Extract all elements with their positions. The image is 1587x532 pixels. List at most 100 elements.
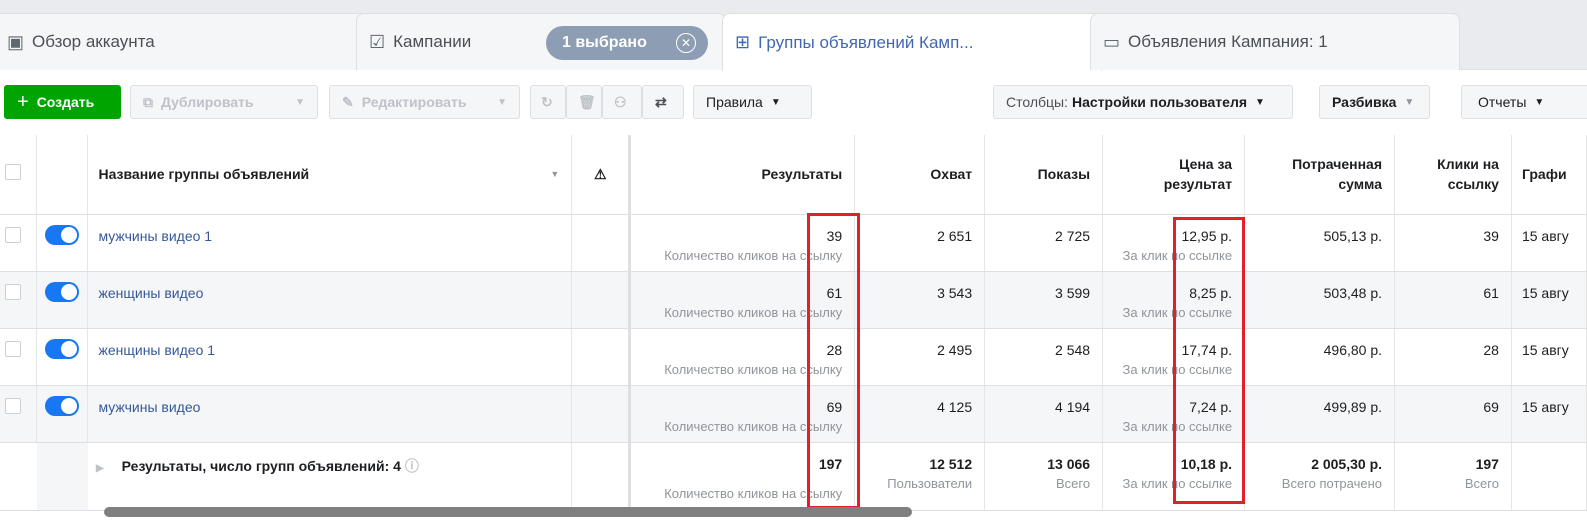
cost-subtitle: За клик по ссылке — [1122, 361, 1233, 377]
tab-bar: ▣ Обзор аккаунта ☑ Кампании 1 выбрано ✕ ⊞ Гр… — [0, 0, 1587, 71]
export-button[interactable]: ⇄ — [642, 85, 684, 119]
ads-icon: ▭ — [1103, 31, 1121, 52]
results-subtitle: Количество кликов на ссылку — [664, 418, 843, 434]
row-checkbox[interactable] — [5, 397, 21, 414]
pencil-icon: ✎ — [342, 93, 354, 110]
status-toggle[interactable] — [45, 395, 80, 416]
ad-set-name-link[interactable]: женщины видео — [98, 284, 204, 301]
table-row[interactable]: мужчины видео 1 39 Количество кликов на с… — [0, 214, 1587, 272]
column-header-spent[interactable]: Потраченная сумма — [1244, 135, 1396, 215]
cost-value: 17,74 р. — [1181, 341, 1233, 358]
clear-selection-icon[interactable]: ✕ — [676, 33, 696, 53]
select-all-checkbox[interactable] — [5, 163, 21, 180]
horizontal-scrollbar[interactable] — [104, 507, 912, 517]
account-overview-icon: ▣ — [7, 31, 25, 52]
reach-value: 2 495 — [854, 328, 986, 386]
table-row[interactable]: женщины видео 61 Количество кликов на ссы… — [0, 271, 1587, 329]
create-button[interactable]: + Создать — [4, 85, 121, 119]
highlight-cost-column — [1173, 217, 1245, 504]
column-header-impressions[interactable]: Показы — [984, 135, 1104, 215]
ad-set-name-link[interactable]: мужчины видео — [98, 398, 201, 415]
column-header-name[interactable]: Название группы объявлений ▼ — [87, 135, 573, 215]
schedule-value: 15 авгу — [1511, 385, 1587, 443]
export-icon: ⇄ — [655, 93, 667, 110]
edit-button[interactable]: ✎ Редактировать ▼ — [329, 85, 520, 119]
info-icon[interactable]: ⓘ — [404, 457, 419, 474]
breakdown-button[interactable]: Разбивка ▼ — [1319, 85, 1430, 119]
column-header-results[interactable]: Результаты — [629, 135, 856, 215]
reports-button[interactable]: Отчеты ▼ — [1461, 85, 1587, 119]
impressions-value: 3 599 — [984, 271, 1104, 329]
impressions-value: 2 725 — [984, 214, 1104, 272]
spent-value: 499,89 р. — [1244, 385, 1396, 443]
row-checkbox[interactable] — [5, 340, 21, 357]
reach-value: 3 543 — [854, 271, 986, 329]
spent-value: 503,48 р. — [1244, 271, 1396, 329]
cost-subtitle: За клик по ссылке — [1122, 418, 1233, 434]
column-header-schedule[interactable]: Графи — [1511, 135, 1587, 215]
highlight-results-column — [807, 213, 860, 509]
warning-icon: ⚠ — [571, 135, 632, 215]
tab-ads[interactable]: ▭ Объявления Кампания: 1 — [1090, 13, 1460, 70]
status-toggle[interactable] — [45, 338, 80, 359]
chevron-down-icon: ▼ — [497, 96, 507, 108]
row-checkbox[interactable] — [5, 283, 21, 300]
ab-test-button[interactable]: ⚇ — [602, 85, 642, 119]
rules-button[interactable]: Правила ▼ — [693, 85, 812, 119]
expand-icon[interactable]: ▶ — [95, 462, 104, 474]
spent-value: 505,13 р. — [1244, 214, 1396, 272]
sort-icon[interactable]: ▼ — [550, 169, 560, 180]
refresh-icon: ↻ — [541, 93, 553, 110]
refresh-button[interactable]: ↻ — [530, 85, 566, 119]
cost-subtitle: За клик по ссылке — [1122, 304, 1233, 320]
column-header-cost[interactable]: Цена за результат — [1102, 135, 1246, 215]
chevron-down-icon: ▼ — [1534, 96, 1545, 108]
column-header-reach[interactable]: Охват — [854, 135, 986, 215]
ad-set-name-link[interactable]: мужчины видео 1 — [98, 227, 213, 244]
duplicate-icon: ⧉ — [143, 93, 153, 110]
results-value: 69 — [826, 398, 843, 415]
cost-value: 7,24 р. — [1189, 398, 1233, 415]
clicks-value: 61 — [1394, 271, 1512, 329]
tab-ad-sets[interactable]: ⊞ Группы объявлений Камп... — [722, 13, 1102, 71]
schedule-value: 15 авгу — [1511, 214, 1587, 272]
results-value: 61 — [826, 284, 843, 301]
users-icon: ⚇ — [614, 93, 627, 110]
spent-value: 496,80 р. — [1244, 328, 1396, 386]
columns-button[interactable]: Столбцы: Настройки пользователя ▼ — [993, 85, 1293, 119]
selection-badge[interactable]: 1 выбрано ✕ — [546, 26, 708, 60]
chevron-down-icon: ▼ — [1404, 96, 1415, 108]
campaigns-folder-icon: ☑ — [369, 31, 386, 52]
chevron-down-icon: ▼ — [770, 96, 781, 108]
clicks-value: 39 — [1394, 214, 1512, 272]
ad-sets-grid-icon: ⊞ — [735, 32, 751, 52]
total-row: ▶ Результаты, число групп объявлений: 4 ⓘ… — [0, 442, 1587, 511]
duplicate-button[interactable]: ⧉ Дублировать ▼ — [130, 85, 318, 119]
schedule-value: 15 авгу — [1511, 328, 1587, 386]
schedule-value: 15 авгу — [1511, 271, 1587, 329]
chevron-down-icon: ▼ — [295, 96, 305, 108]
reach-value: 2 651 — [854, 214, 986, 272]
results-value: 39 — [826, 227, 843, 244]
column-header-clicks[interactable]: Клики на ссылку — [1394, 135, 1512, 215]
reach-value: 4 125 — [854, 385, 986, 443]
ad-set-name-link[interactable]: женщины видео 1 — [98, 341, 216, 358]
results-subtitle: Количество кликов на ссылку — [664, 304, 843, 320]
impressions-value: 4 194 — [984, 385, 1104, 443]
delete-button[interactable]: 🗑 — [566, 85, 602, 119]
table-row[interactable]: женщины видео 1 28 Количество кликов на с… — [0, 328, 1587, 386]
results-value: 28 — [826, 341, 843, 358]
clicks-value: 28 — [1394, 328, 1512, 386]
row-checkbox[interactable] — [5, 226, 21, 243]
ad-sets-table: Название группы объявлений ▼ ⚠ Результаты… — [0, 135, 1587, 511]
status-toggle[interactable] — [45, 224, 80, 245]
status-toggle[interactable] — [45, 281, 80, 302]
trash-icon: 🗑 — [578, 93, 596, 110]
table-header: Название группы объявлений ▼ ⚠ Результаты… — [0, 135, 1587, 215]
tab-account-overview[interactable]: ▣ Обзор аккаунта — [0, 13, 370, 70]
cost-subtitle: За клик по ссылке — [1122, 247, 1233, 263]
plus-icon: + — [17, 90, 29, 113]
cost-value: 12,95 р. — [1181, 227, 1233, 244]
results-subtitle: Количество кликов на ссылку — [664, 247, 843, 263]
table-row[interactable]: мужчины видео 69 Количество кликов на ссы… — [0, 385, 1587, 443]
